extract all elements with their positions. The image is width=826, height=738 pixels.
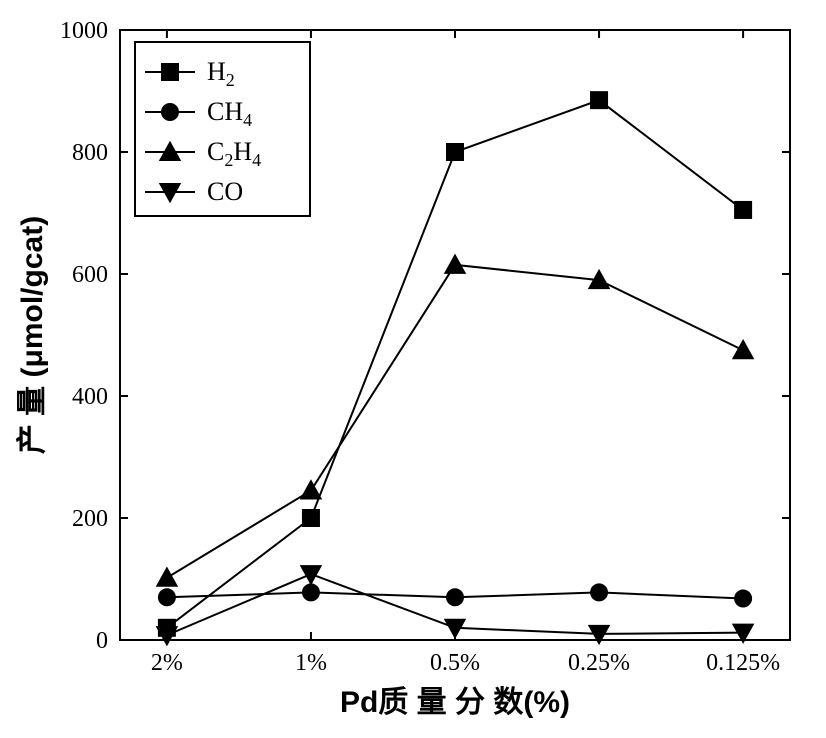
x-tick-label: 0.5% <box>430 650 480 676</box>
y-tick-label: 400 <box>72 384 108 410</box>
y-tick-label: 600 <box>72 262 108 288</box>
x-tick-label: 2% <box>151 650 183 676</box>
x-axis-title-text: Pd质 量 分 数(%) <box>340 686 570 719</box>
series-0-marker <box>734 201 752 219</box>
chart-container: 0 200 400 600 800 1000 2% 1% 0.5% 0.25% 0.125% 产 量 … <box>0 0 826 738</box>
legend-1-marker <box>161 103 179 121</box>
x-tick-label: 0.25% <box>568 650 630 676</box>
x-tick-label: 0.125% <box>706 650 780 676</box>
y-tick-label: 0 <box>96 628 108 654</box>
series-1-marker <box>302 583 320 601</box>
series-0-marker <box>302 509 320 527</box>
series-0-marker <box>446 143 464 161</box>
legend: H2CH4C2H4CO <box>135 42 310 216</box>
legend-3-label: CO <box>207 177 243 206</box>
legend-0-marker <box>161 63 179 81</box>
y-tick-label: 800 <box>72 140 108 166</box>
series-1-marker <box>158 588 176 606</box>
series-1-marker <box>446 588 464 606</box>
series-0-marker <box>590 91 608 109</box>
x-tick-label: 1% <box>295 650 327 676</box>
chart-svg: 0 200 400 600 800 1000 2% 1% 0.5% 0.25% 0.125% 产 量 … <box>0 0 826 738</box>
y-axis-title-text: 产 量 (μmol/gcat) <box>16 216 49 454</box>
y-tick-label: 200 <box>72 506 108 532</box>
series-1-marker <box>590 583 608 601</box>
y-tick-label: 1000 <box>60 18 108 44</box>
series-1-marker <box>734 590 752 608</box>
